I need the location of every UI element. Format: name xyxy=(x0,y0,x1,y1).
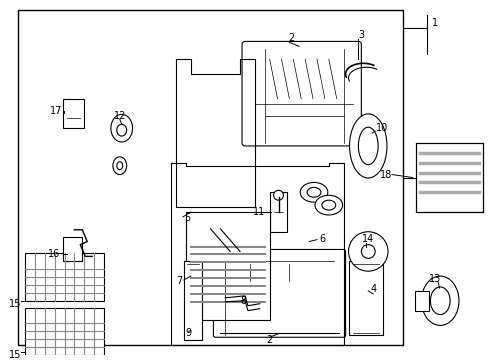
Bar xyxy=(415,143,482,212)
Text: 3: 3 xyxy=(358,30,364,40)
Text: 12: 12 xyxy=(113,111,126,121)
Bar xyxy=(18,10,402,345)
Bar xyxy=(269,192,287,232)
Bar xyxy=(414,291,428,311)
Ellipse shape xyxy=(349,114,386,178)
Ellipse shape xyxy=(113,157,126,175)
Text: 6: 6 xyxy=(318,234,325,244)
Text: 14: 14 xyxy=(362,234,374,244)
Bar xyxy=(25,308,104,355)
Text: 15: 15 xyxy=(9,350,21,360)
Bar xyxy=(25,253,104,301)
Text: 7: 7 xyxy=(176,276,183,286)
Text: 5: 5 xyxy=(183,213,190,223)
Bar xyxy=(183,261,201,340)
Text: 17: 17 xyxy=(50,107,62,116)
Text: 8: 8 xyxy=(240,296,245,306)
Ellipse shape xyxy=(314,195,342,215)
Bar xyxy=(348,261,382,335)
Text: 11: 11 xyxy=(252,207,264,217)
Ellipse shape xyxy=(111,114,132,142)
Bar xyxy=(62,99,84,128)
Circle shape xyxy=(273,190,283,200)
Circle shape xyxy=(348,232,387,271)
Text: 2: 2 xyxy=(266,335,272,345)
Text: 16: 16 xyxy=(48,249,61,260)
Text: 9: 9 xyxy=(185,328,192,338)
FancyBboxPatch shape xyxy=(242,41,361,146)
Ellipse shape xyxy=(421,276,458,325)
Bar xyxy=(185,212,269,320)
FancyBboxPatch shape xyxy=(213,249,345,337)
Text: 2: 2 xyxy=(287,33,294,44)
Text: 18: 18 xyxy=(379,170,391,180)
Text: 10: 10 xyxy=(375,123,387,133)
Text: 4: 4 xyxy=(369,284,375,294)
Text: 1: 1 xyxy=(431,18,438,28)
Text: 13: 13 xyxy=(428,274,441,284)
Text: 15: 15 xyxy=(9,299,21,309)
Bar xyxy=(62,237,82,261)
Ellipse shape xyxy=(300,183,327,202)
